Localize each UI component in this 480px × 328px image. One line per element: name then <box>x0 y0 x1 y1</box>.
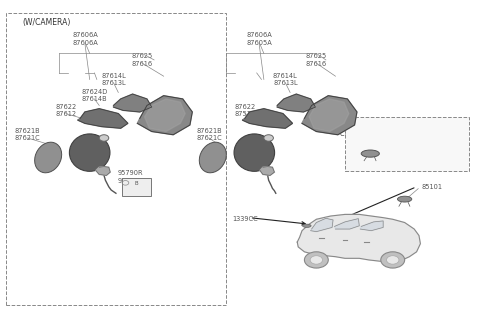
Polygon shape <box>309 99 349 132</box>
Polygon shape <box>302 96 357 135</box>
Ellipse shape <box>199 142 226 173</box>
Text: 87624D
87614B: 87624D 87614B <box>81 89 108 102</box>
Polygon shape <box>242 109 292 128</box>
Polygon shape <box>335 219 360 229</box>
Text: (W/ECM+HOME LINK+
COMPASS+MTS TYPE): (W/ECM+HOME LINK+ COMPASS+MTS TYPE) <box>339 123 413 137</box>
Polygon shape <box>114 94 152 112</box>
Polygon shape <box>360 221 383 231</box>
Text: 87622
87512: 87622 87512 <box>234 104 255 117</box>
Ellipse shape <box>302 224 311 227</box>
Text: 85101: 85101 <box>421 140 443 146</box>
Text: (W/CAMERA): (W/CAMERA) <box>23 18 71 27</box>
FancyBboxPatch shape <box>121 178 151 196</box>
Ellipse shape <box>35 142 61 173</box>
Circle shape <box>386 256 399 264</box>
Polygon shape <box>297 215 420 261</box>
Text: 87625
87616: 87625 87616 <box>306 53 327 67</box>
Ellipse shape <box>397 196 412 202</box>
Circle shape <box>310 256 323 264</box>
Text: 87614L
87613L: 87614L 87613L <box>273 73 298 86</box>
Text: 87606A
87606A: 87606A 87606A <box>72 32 98 46</box>
Text: 87614L
87613L: 87614L 87613L <box>101 73 126 86</box>
Text: 87621B
87621C: 87621B 87621C <box>15 128 40 141</box>
Ellipse shape <box>234 134 275 171</box>
Polygon shape <box>277 94 315 112</box>
Ellipse shape <box>361 150 379 157</box>
Circle shape <box>264 135 274 141</box>
Polygon shape <box>96 167 110 175</box>
Text: 87622
87612: 87622 87612 <box>55 104 76 117</box>
Polygon shape <box>137 96 192 135</box>
Circle shape <box>304 252 328 268</box>
Text: 95790R
95790L: 95790R 95790L <box>118 170 143 184</box>
Polygon shape <box>144 99 185 132</box>
Text: 87625
87616: 87625 87616 <box>132 53 153 67</box>
Text: 85101: 85101 <box>421 184 443 190</box>
Text: 1339CC: 1339CC <box>232 216 258 222</box>
Text: 87621B
87621C: 87621B 87621C <box>196 128 222 141</box>
Polygon shape <box>311 218 333 232</box>
FancyBboxPatch shape <box>345 117 469 171</box>
Text: 87606A
87605A: 87606A 87605A <box>246 32 272 46</box>
Text: B: B <box>134 181 138 186</box>
Polygon shape <box>260 167 275 175</box>
Ellipse shape <box>70 134 110 171</box>
Circle shape <box>99 135 109 141</box>
Circle shape <box>381 252 405 268</box>
Polygon shape <box>78 109 128 128</box>
